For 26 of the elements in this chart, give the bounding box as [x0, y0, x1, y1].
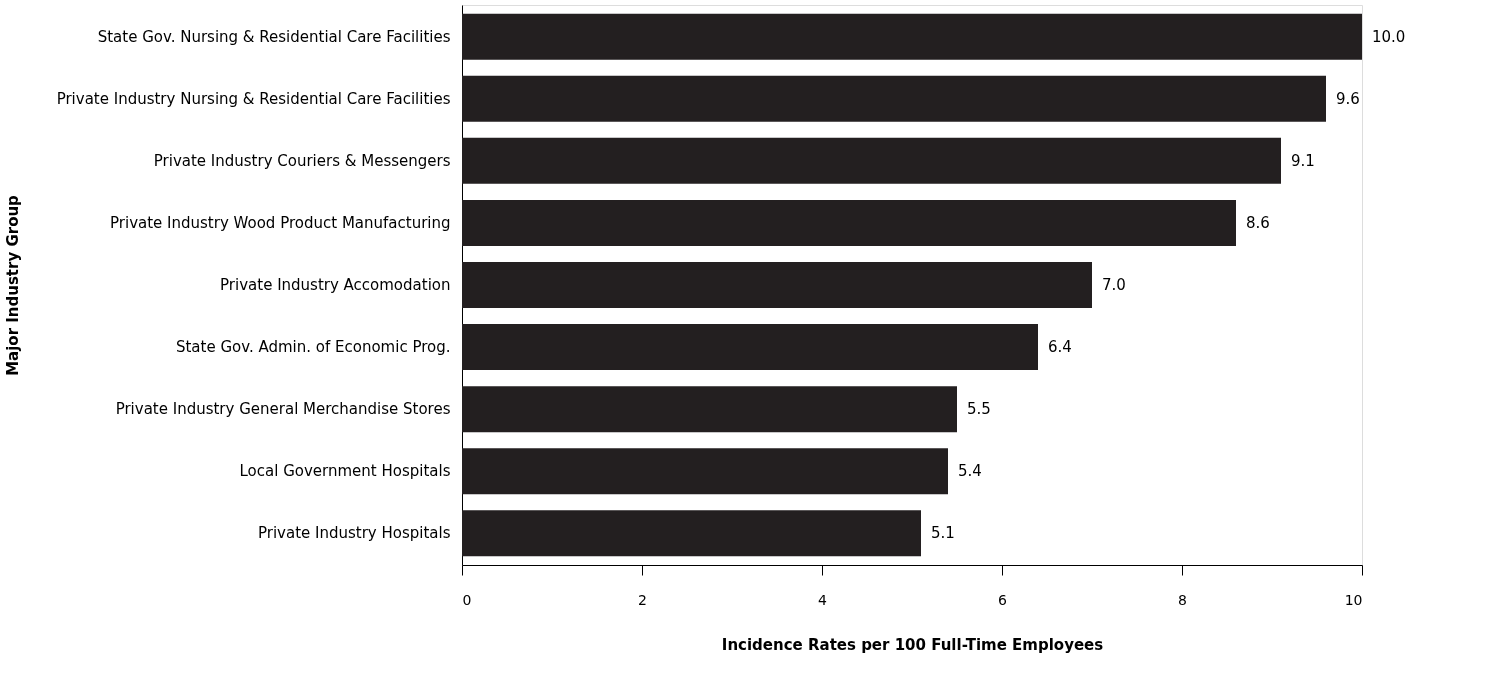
y-tick-label: Private Industry Nursing & Residential Care Facilities	[56, 89, 451, 108]
data-label: 5.5	[967, 400, 991, 419]
x-tick-label: 10	[1344, 591, 1363, 608]
data-label: 5.4	[958, 462, 982, 481]
y-tick-label: State Gov. Admin. of Economic Prog.	[175, 338, 451, 357]
data-label: 10.0	[1372, 27, 1406, 46]
x-tick-label: 4	[818, 591, 828, 608]
x-tick-label: 6	[998, 591, 1008, 608]
y-tick-label: Private Industry Wood Product Manufacturing	[110, 213, 451, 232]
data-label: 6.4	[1048, 338, 1072, 357]
data-label: 7.0	[1102, 276, 1126, 294]
y-tick-label: Private Industry Accomodation	[220, 276, 451, 294]
data-label: 5.1	[931, 524, 955, 543]
y-tick-label: Private Industry Hospitals	[257, 524, 451, 543]
y-axis-title: Major Industry Group	[3, 194, 22, 376]
data-label: 9.1	[1291, 151, 1315, 170]
data-label: 9.6	[1336, 89, 1360, 108]
y-tick-label: Private Industry Couriers & Messengers	[153, 151, 451, 170]
y-tick-label: Private Industry General Merchandise Stores	[115, 400, 451, 419]
data-label: 8.6	[1246, 213, 1270, 232]
x-axis-title: Incidence Rates per 100 Full-Time Employees	[721, 635, 1104, 654]
y-tick-label: Local Government Hospitals	[239, 462, 451, 481]
x-tick-label: 8	[1178, 591, 1187, 608]
x-tick-label: 0	[462, 591, 472, 608]
x-tick-label: 2	[638, 591, 647, 608]
y-tick-label: State Gov. Nursing & Residential Care Facilities	[97, 27, 451, 46]
